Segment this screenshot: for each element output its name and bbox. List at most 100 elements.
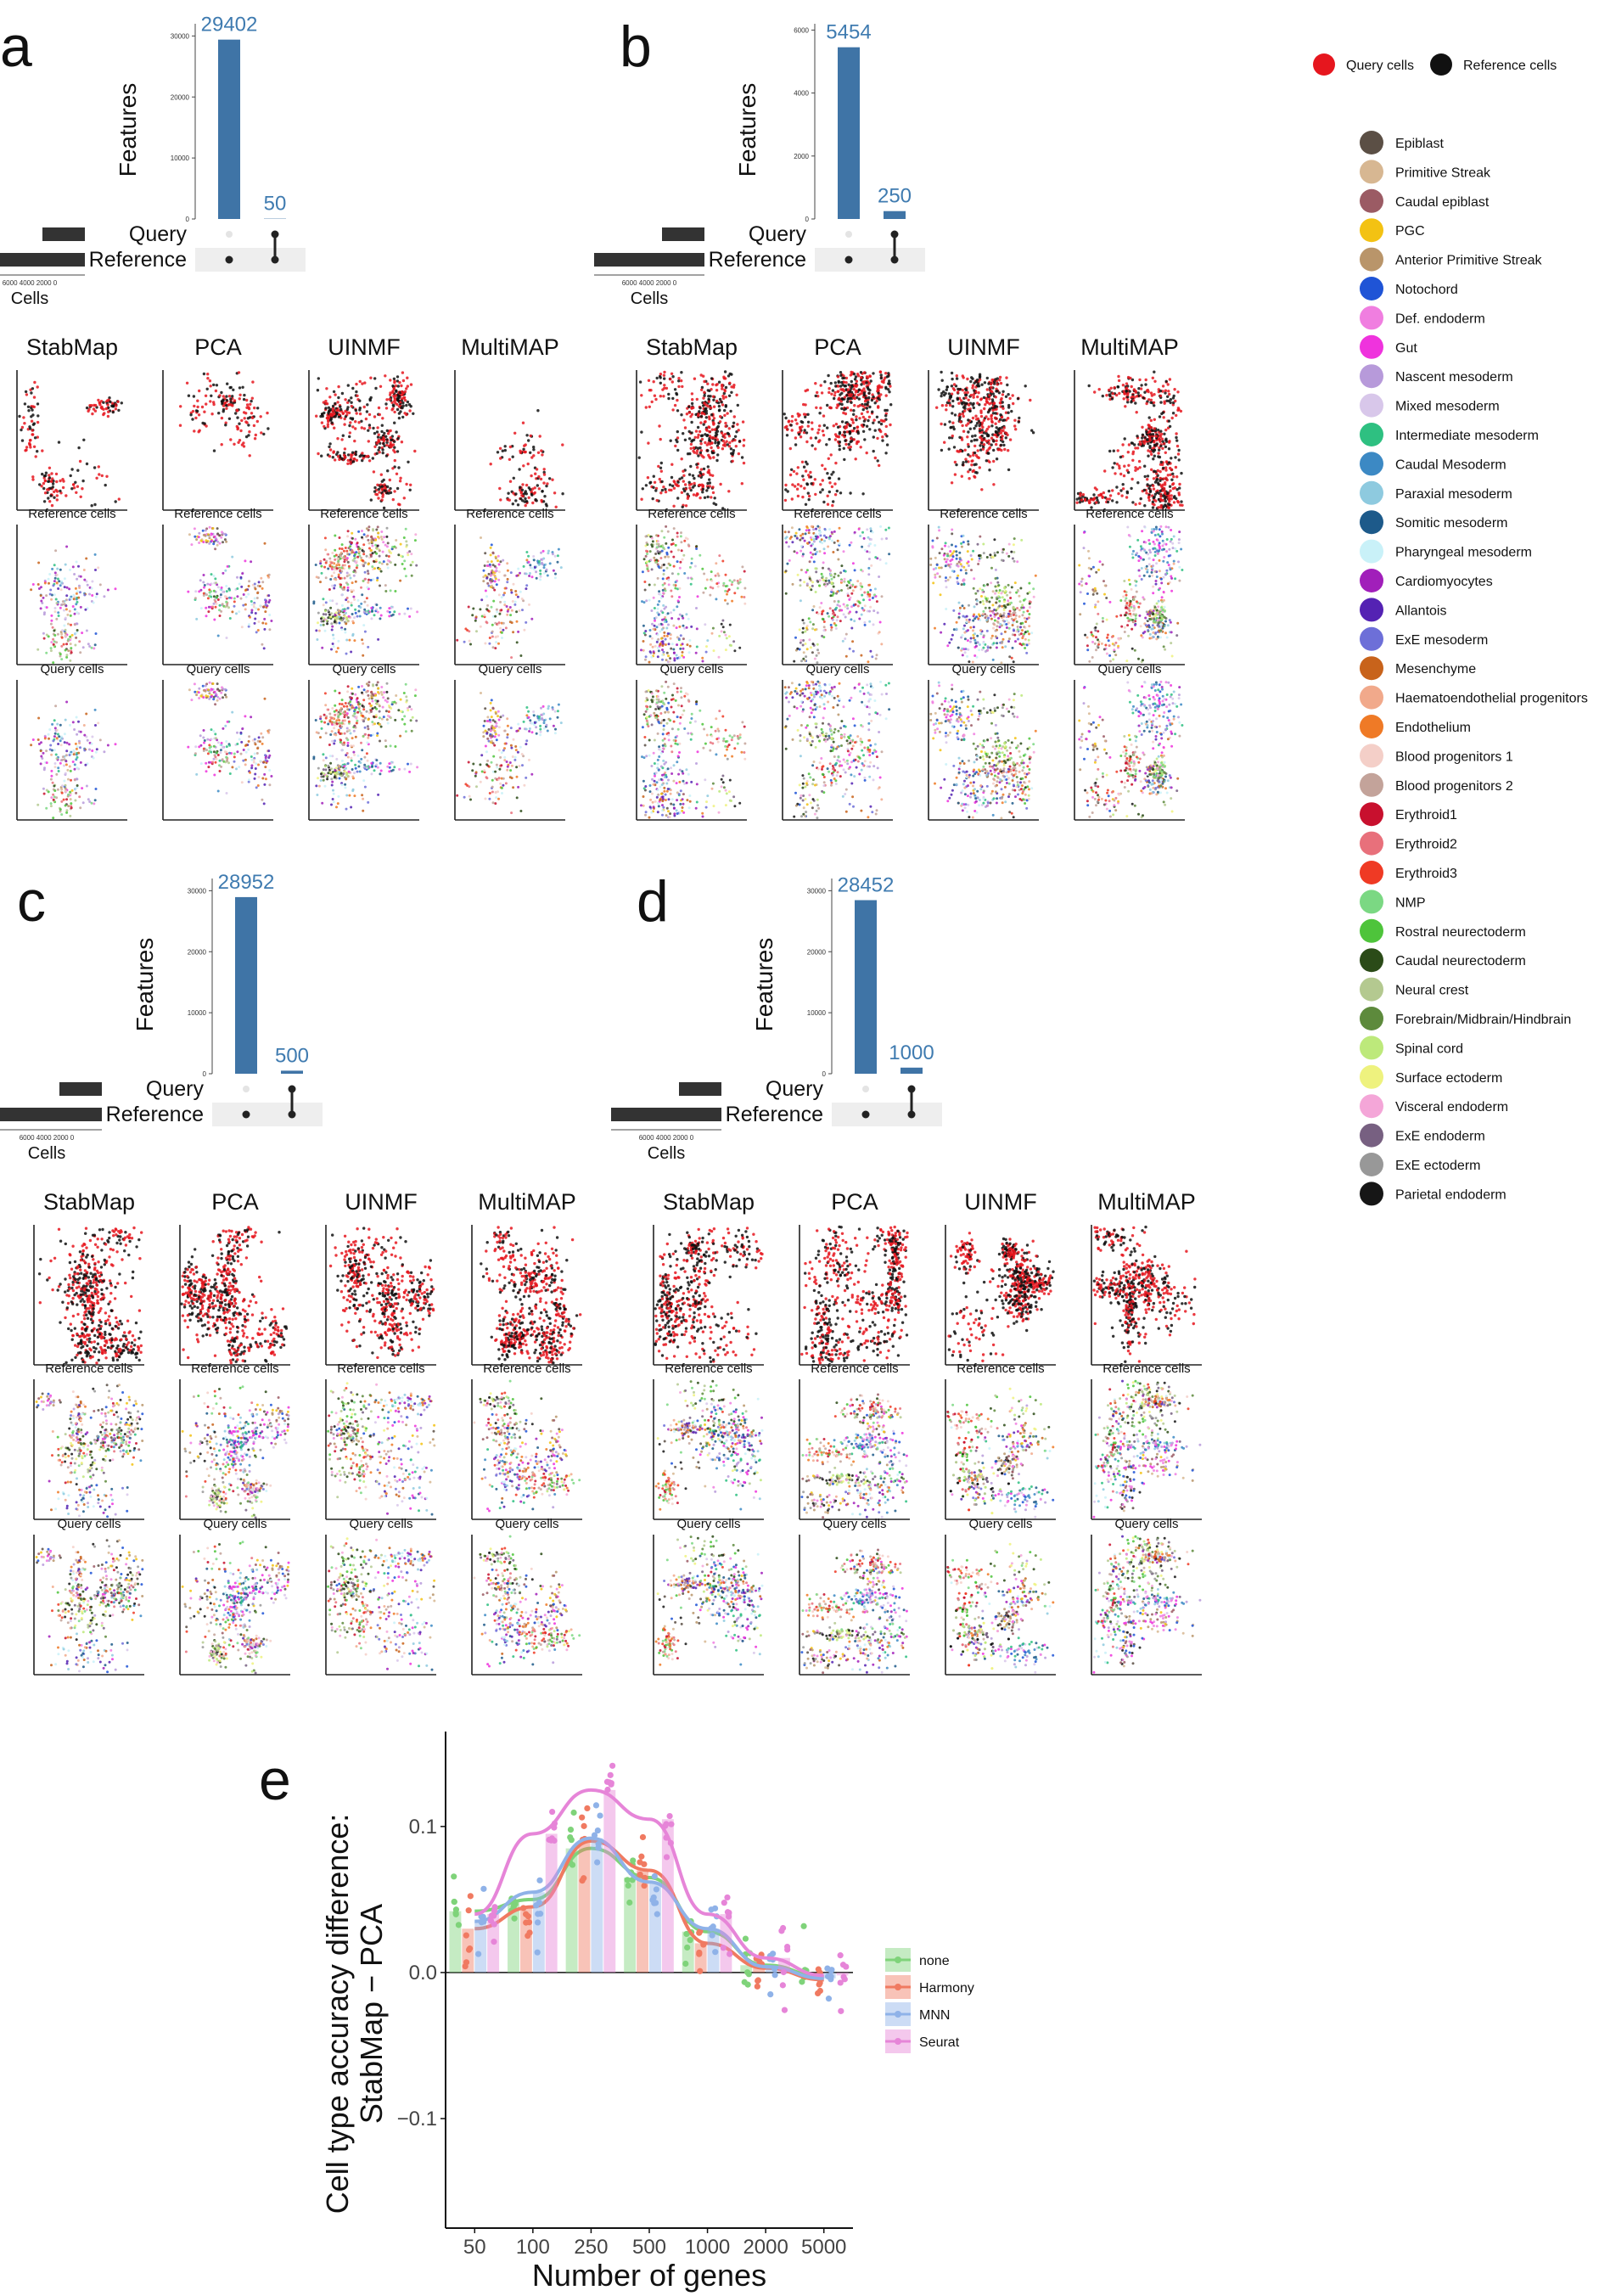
- umap-point: [345, 653, 348, 655]
- umap-point: [484, 564, 486, 567]
- umap-point: [855, 390, 857, 393]
- umap-point: [373, 614, 376, 616]
- umap-point: [817, 429, 820, 431]
- umap-point: [50, 775, 53, 777]
- umap-point: [53, 580, 56, 582]
- umap-point: [323, 613, 325, 615]
- umap-point: [463, 796, 466, 799]
- umap-point: [371, 545, 373, 547]
- umap-point: [506, 614, 508, 616]
- umap-point: [239, 429, 242, 432]
- umap-point: [990, 437, 993, 440]
- umap-point: [250, 400, 252, 402]
- umap-point: [728, 382, 731, 385]
- umap-point: [489, 637, 491, 639]
- umap-point: [954, 413, 957, 416]
- umap-point: [324, 630, 327, 632]
- umap-point: [727, 432, 729, 435]
- umap-point: [682, 418, 685, 421]
- umap-point: [529, 564, 531, 566]
- umap-point: [216, 384, 218, 386]
- umap-point: [381, 563, 384, 565]
- umap-point: [525, 728, 528, 731]
- umap-point: [340, 726, 343, 728]
- umap-point: [962, 430, 965, 433]
- umap-point: [836, 490, 839, 492]
- umap-point: [521, 609, 524, 611]
- umap-point: [59, 490, 61, 492]
- umap-point: [405, 575, 407, 577]
- umap-point: [389, 391, 391, 394]
- umap-point: [682, 480, 685, 482]
- umap-point: [376, 430, 379, 433]
- umap-point: [741, 456, 743, 458]
- umap-point: [386, 469, 389, 472]
- umap-point: [659, 438, 662, 441]
- umap-point: [401, 401, 404, 404]
- umap-point: [261, 743, 264, 745]
- umap-point: [345, 767, 347, 770]
- umap-point: [331, 567, 334, 570]
- umap-point: [702, 484, 704, 486]
- umap-point: [822, 414, 825, 417]
- umap-point: [489, 792, 491, 794]
- umap-point: [241, 781, 244, 783]
- umap-point: [497, 451, 499, 453]
- umap-point: [502, 450, 504, 452]
- umap-point: [962, 463, 964, 466]
- umap-point: [390, 446, 392, 448]
- umap-point: [199, 695, 202, 698]
- umap-point: [504, 730, 507, 733]
- umap-point: [734, 435, 737, 438]
- umap-point: [248, 778, 250, 781]
- umap-point: [330, 648, 333, 651]
- umap-point: [205, 749, 208, 751]
- umap-point: [53, 593, 56, 596]
- umap-point: [723, 409, 726, 412]
- umap-point: [887, 374, 889, 377]
- umap-point: [366, 555, 368, 558]
- umap-point: [495, 712, 497, 715]
- umap-point: [208, 761, 210, 764]
- umap-point: [37, 738, 40, 741]
- umap-point: [65, 805, 67, 807]
- umap-point: [964, 396, 967, 399]
- umap-point: [226, 399, 228, 401]
- umap-point: [708, 416, 710, 418]
- umap-point: [72, 605, 75, 608]
- umap-point: [494, 647, 497, 649]
- umap-point: [519, 727, 521, 730]
- umap-point: [660, 462, 663, 464]
- umap-point: [519, 450, 521, 452]
- umap-point: [525, 706, 528, 709]
- umap-plot: [17, 525, 127, 665]
- umap-point: [985, 459, 988, 462]
- umap-point: [670, 440, 672, 442]
- umap-point: [492, 755, 495, 758]
- umap-point: [335, 409, 338, 412]
- umap-point: [639, 380, 642, 383]
- umap-point: [977, 382, 979, 385]
- umap-point: [216, 699, 219, 702]
- umap-point: [499, 457, 502, 459]
- umap-point: [710, 436, 712, 439]
- umap-point: [244, 763, 247, 766]
- umap-point: [1007, 406, 1010, 408]
- matrix-dot-empty: [845, 231, 852, 238]
- umap-point: [80, 606, 82, 609]
- umap-point: [56, 723, 59, 726]
- umap-point: [65, 719, 67, 721]
- umap-point: [368, 426, 371, 429]
- umap-point: [331, 585, 334, 587]
- umap-point: [365, 418, 367, 420]
- umap-point: [401, 397, 403, 400]
- umap-point: [346, 575, 349, 577]
- umap-point: [225, 601, 227, 603]
- umap-point: [79, 651, 81, 654]
- umap-point: [203, 742, 205, 744]
- umap-point: [329, 448, 332, 451]
- umap-point: [104, 484, 107, 486]
- umap-point: [401, 718, 404, 721]
- umap-point: [51, 723, 53, 726]
- umap-point: [971, 435, 973, 437]
